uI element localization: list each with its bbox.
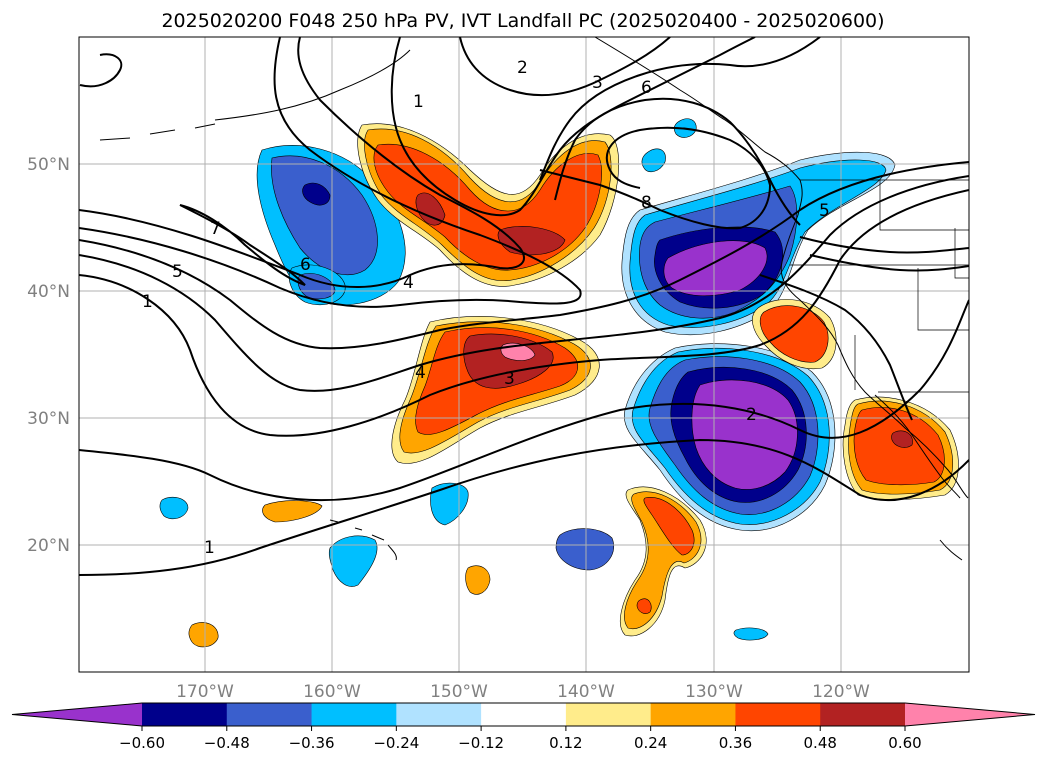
longitude-labels: 170°W 160°W 150°W 140°W 130°W 120°W	[176, 682, 870, 702]
negative-anomaly-west-core	[271, 155, 378, 275]
lat-label-20n: 20°N	[27, 536, 70, 556]
contour-label-7: 7	[210, 219, 221, 239]
contour-labels: 1 2 3 6 7 5 1 6 4 8 5 4 3 2 1	[142, 58, 830, 558]
pv-contour-17	[759, 274, 913, 421]
aleutian-islands	[99, 123, 216, 141]
colorbar-segment	[311, 703, 397, 726]
pv-contours	[79, 37, 969, 576]
positive-anomaly-central-inner	[463, 333, 554, 389]
negative-anomaly-small-4	[328, 535, 378, 587]
positive-anomaly-baja-inner	[891, 430, 913, 448]
negative-anomaly-northeast-max	[663, 240, 768, 297]
positive-anomaly-small-1	[262, 500, 323, 523]
colorbar-tick-label: 0.24	[634, 734, 667, 752]
positive-anomaly-small-2	[465, 565, 491, 595]
pv-contour-7	[79, 37, 525, 288]
lat-label-40n: 40°N	[27, 282, 70, 302]
positive-anomaly-south-streak-inner	[636, 598, 652, 614]
colorbar-extend-low	[12, 703, 142, 726]
contour-label-4: 4	[415, 363, 426, 383]
pv-contour-10	[459, 37, 671, 97]
colorbar-tick-label: −0.12	[458, 734, 504, 752]
lon-label-160w: 160°W	[303, 682, 361, 702]
hawaii-islands	[329, 519, 397, 561]
contour-label-5-east: 5	[819, 201, 830, 221]
lat-label-30n: 30°N	[27, 409, 70, 429]
map-area: 1 2 3 6 7 5 1 6 4 8 5 4 3 2 1	[78, 36, 970, 673]
negative-anomaly-west-south-core	[297, 273, 336, 300]
pv-contour-13	[554, 97, 801, 226]
pv-contour-1	[79, 438, 969, 576]
pv-contour-2	[79, 299, 969, 502]
negative-anomaly-southeast-max	[691, 379, 798, 490]
contour-label-2-east: 2	[746, 405, 757, 425]
coastline-baja	[874, 394, 961, 499]
contour-label-4-north: 4	[403, 273, 414, 293]
colorbar-tick-label: −0.48	[204, 734, 250, 752]
colorbar-segment	[226, 703, 313, 726]
negative-anomaly-west-inner	[302, 182, 331, 206]
pv-contour-14	[79, 53, 123, 88]
pv-contour-3	[79, 189, 969, 437]
coastline-north-america-west	[780, 214, 969, 499]
negative-anomaly-small-5	[733, 627, 769, 641]
negative-anomaly-small-2	[159, 496, 189, 520]
contour-label-5-west: 5	[172, 262, 183, 282]
latitude-labels: 50°N 40°N 30°N 20°N	[27, 155, 70, 556]
political-borders	[790, 179, 969, 393]
colorbar-tick-label: −0.36	[289, 734, 335, 752]
negative-anomaly-small-north	[641, 148, 666, 173]
pv-contour-12	[539, 37, 821, 181]
lon-label-130w: 130°W	[685, 682, 743, 702]
contour-label-2: 2	[517, 58, 528, 78]
chart-title: 2025020200 F048 250 hPa PV, IVT Landfall…	[161, 10, 884, 32]
contour-label-6: 6	[300, 255, 311, 275]
colorbar-segment	[142, 703, 228, 726]
pv-contour-5	[79, 161, 969, 350]
pv-contour-9	[390, 37, 756, 217]
contour-label-1-west: 1	[142, 292, 153, 312]
positive-anomaly-small-3	[188, 622, 219, 648]
positive-anomaly-south-streak-core	[643, 497, 695, 556]
colorbar-tick-label: −0.60	[119, 734, 165, 752]
contour-label-8: 8	[641, 193, 652, 213]
positive-anomaly-california-core	[759, 305, 829, 363]
colorbar-tick-label: 0.36	[719, 734, 752, 752]
colorbar-segment	[481, 703, 567, 726]
negative-anomaly-small-3	[555, 528, 614, 571]
lon-label-120w: 120°W	[812, 682, 870, 702]
pv-contour-11	[539, 126, 772, 230]
colorbar-segment	[820, 703, 906, 726]
colorbar-segment	[565, 703, 652, 726]
map-frame	[78, 36, 970, 673]
colorbar-tick-label: 0.48	[804, 734, 837, 752]
pv-contour-8	[179, 204, 306, 286]
contour-label-3: 3	[592, 73, 603, 93]
border-us-states	[790, 180, 969, 390]
colorbar: −0.60 −0.48 −0.36 −0.24 −0.12 0.12 0.24 0.36 0.4…	[11, 702, 1036, 752]
positive-anomaly-north-inner	[415, 192, 446, 226]
lon-label-150w: 150°W	[430, 682, 488, 702]
colorbar-tick-label: 0.12	[549, 734, 582, 752]
lon-label-140w: 140°W	[557, 682, 615, 702]
colorbar-segment	[735, 703, 821, 726]
lon-label-170w: 170°W	[176, 682, 234, 702]
coastline-mexico	[939, 539, 963, 561]
contour-label-1-south: 1	[204, 538, 215, 558]
lat-label-50n: 50°N	[27, 155, 70, 175]
colorbar-extend-high	[905, 703, 1035, 726]
colorbar-tick-label: −0.24	[373, 734, 419, 752]
colorbar-segment	[396, 703, 482, 726]
colorbar-tick-label: 0.60	[888, 734, 921, 752]
positive-anomaly-north-inner2	[497, 226, 566, 256]
colorbar-segment	[650, 703, 736, 726]
contour-label-1: 1	[413, 92, 424, 112]
contour-label-6-north: 6	[641, 78, 652, 98]
pv-contour-15	[799, 236, 969, 254]
pv-contour-16	[809, 254, 969, 272]
contour-label-3-central: 3	[504, 369, 515, 389]
pv-contour-6	[79, 37, 582, 308]
